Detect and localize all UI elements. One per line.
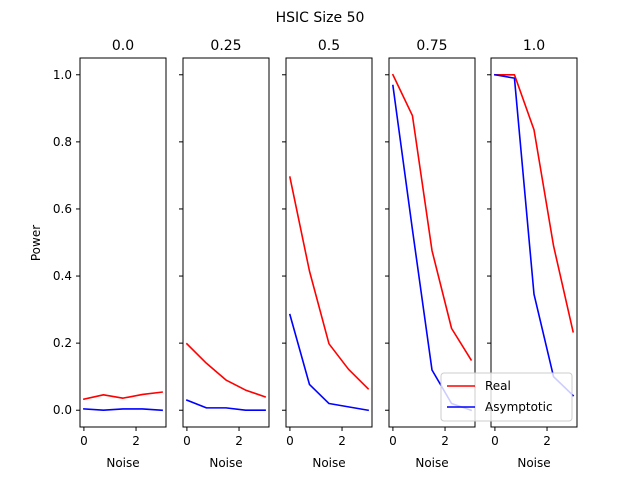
x-tick-label: 0 [183,434,191,448]
subplot-4: 1.0 0 2 Noise [487,38,578,470]
subplot-title: 0.5 [318,38,340,54]
subplot-0: 0.0 0.0 0.2 0.4 0.6 0.8 1.0 0 2 Noise [53,38,167,470]
x-tick-label: 0 [491,434,499,448]
x-tick-label: 0 [80,434,88,448]
x-axis-label: Noise [415,456,448,470]
legend: Real Asymptotic [440,372,573,422]
x-axis-label: Noise [517,456,550,470]
x-axis-label: Noise [209,456,242,470]
series-line-asymptotic [288,313,370,412]
legend-label-asymptotic: Asymptotic [485,400,553,414]
subplot-title: 1.0 [523,38,545,54]
y-tick-label: 0.0 [53,403,72,417]
y-axis-label: Power [29,225,43,261]
y-tick-label: 1.0 [53,68,72,82]
subplot-frame [388,57,476,428]
legend-label-real: Real [485,379,511,393]
subplot-title: 0.75 [416,38,447,54]
series-line-real [82,391,163,401]
series-line-real [391,73,473,362]
subplot-title: 0.0 [112,38,134,54]
x-tick-label: 0 [286,434,294,448]
subplot-title: 0.25 [210,38,241,54]
x-tick-label: 2 [441,434,449,448]
series-line-real [288,176,370,390]
x-tick-label: 0 [389,434,397,448]
subplot-frame [182,57,270,428]
x-axis-label: Noise [106,456,139,470]
series-line-asymptotic [83,408,163,412]
x-axis-label: Noise [312,456,345,470]
y-tick-label: 0.6 [53,202,72,216]
subplot-frame [79,57,167,428]
x-tick-label: 2 [132,434,140,448]
subplot-1: 0.25 0 2 Noise [179,38,270,470]
series-line-real [494,73,575,333]
series-line-asymptotic [185,399,266,412]
series-line-asymptotic [493,73,575,397]
subplot-frame [490,57,578,428]
x-tick-label: 2 [543,434,551,448]
subplot-frame [285,57,373,428]
series-line-real [185,342,267,398]
y-tick-label: 0.8 [53,135,72,149]
x-tick-label: 2 [235,434,243,448]
y-tick-label: 0.4 [53,269,72,283]
subplot-2: 0.5 0 2 Noise [282,38,373,470]
figure-title: HSIC Size 50 [276,10,365,26]
x-tick-label: 2 [338,434,346,448]
legend-frame [440,372,573,422]
y-tick-label: 0.2 [53,336,72,350]
